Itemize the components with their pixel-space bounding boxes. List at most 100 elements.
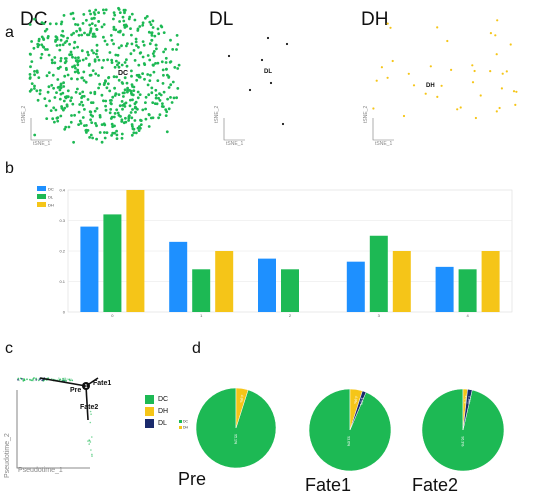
- tsne-point-dc: [58, 48, 62, 52]
- tsne-point-dc: [144, 101, 147, 104]
- tsne-point-dc: [85, 128, 88, 132]
- tsne-point-dc: [154, 62, 157, 65]
- tsne-point-dc: [166, 97, 170, 101]
- tsne-point-dc: [116, 53, 120, 57]
- tsne-point-dc: [97, 20, 101, 23]
- tsne-point-dc: [115, 108, 119, 112]
- tsne-point-dc: [130, 69, 133, 73]
- tsne-point-dc: [120, 63, 124, 67]
- tsne-point-dc: [88, 73, 92, 77]
- tsne-point-dc: [79, 122, 83, 125]
- tsne-point-dc: [112, 28, 116, 31]
- bar-xtick-label: 2: [289, 313, 292, 318]
- trajectory-point: [26, 378, 28, 381]
- tsne-point-dc: [112, 11, 116, 15]
- tsne-point-dc: [130, 42, 134, 46]
- tsne-point-dc: [95, 107, 99, 110]
- tsne-point-dc: [111, 95, 115, 99]
- bar-dc-4: [435, 266, 454, 312]
- tsne-point-dc: [51, 117, 55, 121]
- pie-label-pre-dh: 4.9%: [239, 394, 244, 403]
- tsne-point-dc: [66, 89, 70, 93]
- tsne-point-dh: [501, 72, 504, 75]
- tsne-point-dc: [38, 89, 42, 92]
- tsne-point-dc: [152, 50, 156, 53]
- tsne-point-dc: [60, 20, 64, 24]
- pie-legend-label-dc: DC: [183, 420, 189, 424]
- legend-item-dh: DH: [145, 405, 168, 417]
- tsne-point-dc: [33, 84, 36, 88]
- tsne-point-dc: [121, 107, 124, 111]
- tsne-plot-dh: [372, 19, 518, 120]
- tsne-point-dc: [138, 75, 142, 79]
- trajectory-point: [58, 379, 61, 381]
- tsne-point-dc: [77, 33, 81, 37]
- tsne-point-dh: [479, 94, 482, 97]
- tsne-point-dc: [94, 72, 98, 76]
- tsne-point-dc: [147, 125, 151, 128]
- tsne-point-dh: [473, 69, 476, 73]
- tsne-point-dc: [100, 140, 104, 144]
- legend-swatch-dl: [145, 418, 154, 428]
- tsne-point-dc: [146, 83, 150, 87]
- tsne-point-dc: [165, 67, 168, 71]
- trajectory-branch-node: [82, 382, 90, 390]
- tsne-point-dc: [157, 32, 161, 36]
- tsne-center-label-dh: DH: [426, 83, 435, 89]
- tsne-point-dc: [120, 118, 124, 122]
- tsne-point-dh: [386, 76, 389, 79]
- tsne-point-dc: [28, 77, 32, 80]
- tsne-point-dc: [70, 77, 73, 81]
- tsne-point-dc: [170, 101, 174, 104]
- tsne-point-dc: [165, 110, 169, 114]
- tsne-point-dc: [40, 43, 44, 47]
- tsne-point-dh: [471, 81, 475, 84]
- tsne-point-dc: [70, 96, 73, 100]
- trajectory-point: [29, 378, 31, 381]
- tsne-point-dc: [115, 129, 118, 133]
- tsne-point-dc: [164, 114, 168, 117]
- tsne-point-dc: [134, 106, 138, 110]
- tsne-point-dc: [103, 131, 106, 134]
- tsne-point-dc: [98, 82, 102, 86]
- tsne-point-dc: [153, 34, 157, 38]
- bar-dc-2: [258, 258, 276, 312]
- trajectory-branch-pre: [39, 377, 87, 387]
- tsne-point-dc: [92, 16, 96, 20]
- tsne-point-dc: [109, 34, 113, 37]
- tsne-point-dc: [97, 74, 100, 77]
- tsne-point-dc: [116, 111, 120, 115]
- tsne-point-dc: [80, 76, 84, 80]
- tsne-point-dc: [48, 99, 51, 103]
- tsne-point-dc: [141, 40, 145, 43]
- tsne-point-dc: [71, 102, 75, 106]
- trajectory-point: [70, 378, 72, 380]
- tsne-point-dh: [440, 84, 443, 87]
- pie-label-fate2-dc: 96.3%: [461, 436, 465, 446]
- tsne-point-dc: [42, 22, 46, 25]
- tsne-point-dh: [446, 39, 449, 43]
- tsne-point-dc: [113, 65, 117, 69]
- tsne-point-dc: [112, 42, 115, 46]
- tsne-point-dc: [108, 111, 112, 115]
- tsne-point-dc: [28, 73, 32, 76]
- tsne-point-dc: [118, 30, 122, 34]
- tsne-point-dc: [131, 108, 134, 111]
- tsne-point-dl: [260, 58, 264, 62]
- tsne-point-dh: [498, 106, 501, 110]
- tsne-point-dc: [70, 53, 73, 56]
- pie-label-pre-dc: 95.1%: [233, 434, 237, 444]
- tsne-point-dc: [44, 48, 47, 51]
- tsne-point-dc: [63, 127, 67, 131]
- tsne-point-dc: [134, 40, 138, 44]
- trajectory-point: [17, 377, 20, 380]
- tsne-point-dc: [54, 108, 58, 112]
- bar-ytick-label: 0.3: [59, 218, 65, 223]
- bar-dl-3: [369, 235, 388, 312]
- pie-label-fate1-dc: 93.6%: [347, 436, 351, 446]
- bar-ytick-label: 0: [63, 310, 66, 315]
- tsne-point-dc: [72, 17, 76, 21]
- tsne-point-dh: [389, 26, 392, 29]
- tsne-xlabel-dl: tSNE_1: [226, 141, 244, 147]
- tsne-point-dc: [66, 36, 69, 40]
